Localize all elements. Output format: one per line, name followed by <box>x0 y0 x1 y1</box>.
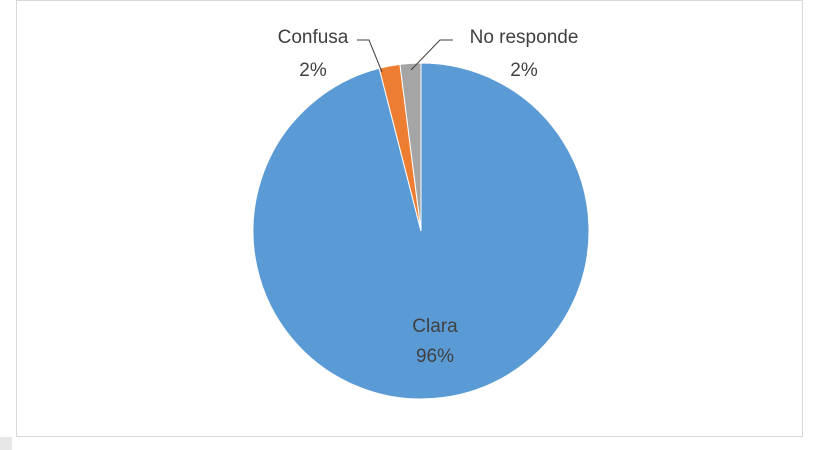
data-label-value: 96% <box>416 346 454 367</box>
corner-marker <box>0 437 12 450</box>
leader-line <box>410 39 453 71</box>
data-label-value: 2% <box>299 60 327 81</box>
data-label-name: Clara <box>412 316 458 337</box>
data-label-name: No responde <box>470 27 579 48</box>
leader-line <box>357 39 383 73</box>
data-label-value: 2% <box>510 60 538 81</box>
pie-slice <box>399 62 422 232</box>
data-label-name: Confusa <box>278 27 349 48</box>
